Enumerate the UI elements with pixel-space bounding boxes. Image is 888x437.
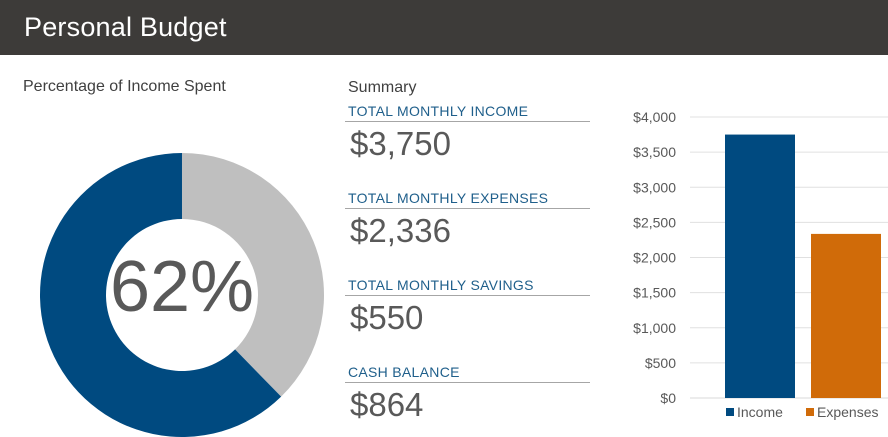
- metric-value: $2,336: [350, 212, 451, 249]
- donut-chart: [40, 153, 324, 437]
- metric-label: CASH BALANCE: [345, 362, 590, 383]
- y-tick-label: $3,000: [633, 179, 676, 195]
- header-bar: Personal Budget: [0, 0, 888, 55]
- bar-income: [725, 134, 795, 398]
- metric-total-income: TOTAL MONTHLY INCOME $3,750: [345, 101, 590, 163]
- metric-total-expenses: TOTAL MONTHLY EXPENSES $2,336: [345, 188, 590, 250]
- y-tick-label: $2,000: [633, 250, 676, 266]
- legend-swatch: [806, 408, 814, 416]
- y-tick-label: $4,000: [633, 109, 676, 125]
- metric-label: TOTAL MONTHLY INCOME: [345, 101, 590, 122]
- legend-label: Income: [737, 404, 783, 420]
- donut-spent-segment: [40, 153, 282, 437]
- y-tick-label: $500: [645, 355, 676, 371]
- donut-remaining-segment: [182, 153, 324, 397]
- legend-swatch: [726, 408, 734, 416]
- donut-panel: Percentage of Income Spent 62%: [0, 55, 340, 437]
- metric-label: TOTAL MONTHLY EXPENSES: [345, 188, 590, 209]
- y-tick-label: $0: [660, 390, 676, 406]
- summary-heading: Summary: [348, 79, 417, 96]
- bar-expenses: [811, 233, 881, 398]
- bar-chart: $0 $500 $1,000 $1,500 $2,000 $2,500 $3,000 $3,5…: [633, 109, 888, 420]
- donut-percent-label: 62%: [109, 247, 255, 327]
- donut-title: Percentage of Income Spent: [23, 78, 226, 95]
- metric-value: $864: [350, 386, 424, 423]
- legend-label: Expenses: [817, 404, 878, 420]
- y-tick-label: $1,000: [633, 320, 676, 336]
- y-tick-label: $1,500: [633, 285, 676, 301]
- metric-value: $3,750: [350, 125, 451, 162]
- metric-total-savings: TOTAL MONTHLY SAVINGS $550: [345, 275, 590, 337]
- page-title: Personal Budget: [24, 12, 227, 42]
- metric-cash-balance: CASH BALANCE $864: [345, 362, 590, 424]
- metric-value: $550: [350, 299, 424, 336]
- y-tick-label: $3,500: [633, 144, 676, 160]
- y-tick-label: $2,500: [633, 214, 676, 230]
- metric-label: TOTAL MONTHLY SAVINGS: [345, 275, 590, 296]
